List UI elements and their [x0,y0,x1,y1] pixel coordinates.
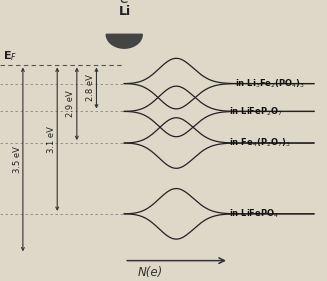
Text: Li: Li [118,5,131,18]
Text: E$_F$: E$_F$ [3,49,18,64]
Text: 2.8 eV: 2.8 eV [86,74,95,101]
Text: 3.1 eV: 3.1 eV [47,126,56,153]
Text: N(e): N(e) [137,266,163,279]
Text: 3.5 eV: 3.5 eV [12,146,22,173]
Text: e: e [120,0,129,6]
Text: in LiFeP$_2$O$_7$: in LiFeP$_2$O$_7$ [229,105,283,118]
Text: 2.9 eV: 2.9 eV [66,90,76,117]
Text: in Fe$_4$(P$_2$O$_7$)$_3$: in Fe$_4$(P$_2$O$_7$)$_3$ [229,137,291,149]
Text: in Li$_3$Fe$_2$(PO$_4$)$_3$: in Li$_3$Fe$_2$(PO$_4$)$_3$ [235,77,305,90]
Text: in LiFePO$_4$: in LiFePO$_4$ [229,208,279,220]
Polygon shape [106,34,142,48]
